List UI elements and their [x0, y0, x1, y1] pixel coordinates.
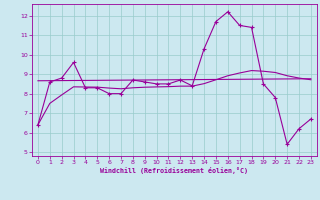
- X-axis label: Windchill (Refroidissement éolien,°C): Windchill (Refroidissement éolien,°C): [100, 167, 248, 174]
